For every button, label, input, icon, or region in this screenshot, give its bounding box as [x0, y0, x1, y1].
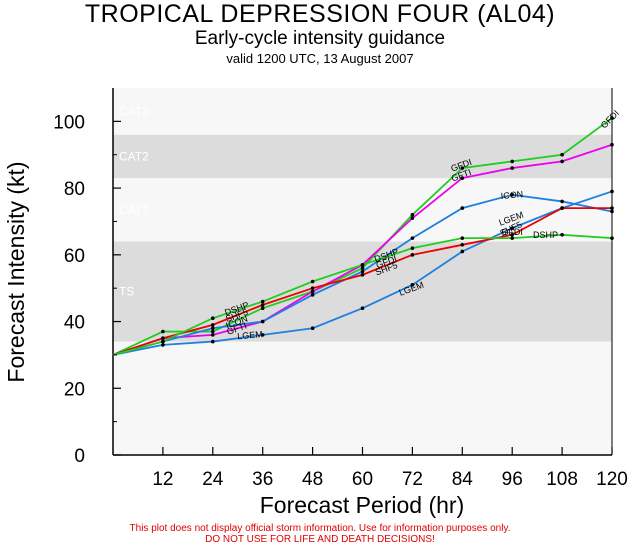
data-point-gfdi: [560, 152, 564, 157]
data-point-shf5: [161, 336, 165, 341]
data-point-gfdi: [260, 306, 265, 311]
y-axis-label: Forecast Intensity (kt): [3, 161, 29, 382]
x-tick-label: 48: [302, 469, 323, 490]
band-label-cat1: CAT1: [119, 203, 149, 217]
chart-subtitle: Early-cycle intensity guidance: [194, 28, 446, 49]
x-tick-label: 96: [502, 469, 523, 490]
valid-time: valid 1200 UTC, 13 August 2007: [226, 51, 414, 66]
data-point-shf5: [310, 286, 315, 290]
x-tick-label: 108: [546, 469, 578, 490]
x-tick-label: 24: [202, 469, 224, 490]
model-label: DSHP: [533, 230, 558, 240]
y-tick-label: 20: [64, 379, 85, 400]
disclaimer-line-1: This plot does not display official stor…: [129, 523, 511, 534]
data-point-icon: [510, 192, 514, 197]
data-point-dshp: [360, 263, 365, 267]
data-point-lgem: [410, 283, 415, 287]
data-point-shf5: [410, 253, 415, 257]
data-point-gfti: [610, 142, 614, 147]
intensity-band-cat2: [113, 134, 612, 179]
data-point-dshp: [560, 233, 564, 237]
x-axis-label: Forecast Period (hr): [260, 492, 465, 518]
data-point-lgem: [211, 339, 215, 344]
x-tick-label: 84: [452, 469, 474, 490]
y-tick-label: 80: [64, 179, 85, 200]
data-point-lgem: [360, 306, 365, 311]
data-point-gfti: [211, 333, 215, 337]
intensity-band-cat1: [113, 178, 612, 242]
data-point-shf5: [510, 233, 514, 237]
data-point-dshp: [610, 236, 614, 240]
data-point-gfdi: [211, 329, 215, 334]
x-tick-label: 36: [252, 469, 273, 490]
model-label: GFDI: [501, 227, 523, 237]
data-point-icon: [211, 326, 215, 331]
data-point-icon: [360, 269, 365, 274]
y-tick-label: 40: [64, 313, 85, 334]
data-point-gfti: [560, 159, 564, 164]
x-tick-label: 60: [352, 469, 373, 490]
data-point-lgem: [310, 326, 315, 331]
data-point-icon: [410, 236, 415, 240]
data-point-dshp: [410, 246, 415, 250]
data-point-gfdi: [510, 159, 514, 164]
data-point-dshp: [161, 339, 165, 344]
disclaimer-line-2: DO NOT USE FOR LIFE AND DEATH DECISIONS!: [205, 534, 435, 545]
data-point-shf5: [460, 243, 465, 247]
data-point-icon: [560, 199, 564, 204]
data-point-dshp: [260, 299, 265, 304]
data-point-shf5: [211, 323, 215, 327]
data-point-gfdi: [360, 266, 365, 270]
x-tick-label: 72: [402, 469, 423, 490]
data-point-gfdi: [610, 116, 614, 120]
data-point-gfdi: [161, 329, 165, 334]
data-point-gfti: [310, 289, 315, 294]
data-point-shf5: [360, 273, 365, 277]
data-point-gfti: [410, 216, 415, 220]
data-point-gfdi: [460, 166, 465, 170]
data-point-icon: [310, 293, 315, 297]
data-point-dshp: [310, 279, 315, 284]
x-tick-label: 12: [152, 469, 173, 490]
data-point-icon: [260, 319, 265, 324]
data-point-lgem: [260, 333, 265, 337]
model-label: ICON: [500, 189, 523, 201]
data-point-lgem: [610, 189, 614, 194]
data-point-gfti: [510, 166, 514, 170]
model-label: LGEM: [237, 329, 263, 341]
y-tick-label: 60: [64, 246, 85, 267]
intensity-band-ts: [113, 241, 612, 342]
data-point-dshp: [211, 316, 215, 321]
band-label-cat2: CAT2: [119, 149, 149, 163]
data-point-dshp: [460, 236, 465, 240]
x-tick-label: 120: [596, 469, 628, 490]
chart-title: TROPICAL DEPRESSION FOUR (AL04): [84, 0, 556, 28]
y-tick-label: 0: [74, 446, 85, 467]
band-label-ts: TS: [119, 285, 134, 299]
intensity-band-cat3: [113, 88, 612, 135]
band-label-cat3: CAT3: [119, 104, 149, 118]
data-point-gfti: [460, 176, 465, 180]
data-point-icon: [460, 206, 465, 210]
data-point-shf5: [610, 206, 614, 210]
data-point-gfdi: [410, 212, 415, 217]
data-point-lgem: [510, 226, 514, 230]
data-point-shf5: [260, 303, 265, 307]
data-point-shf5: [560, 206, 564, 210]
data-point-icon: [610, 209, 614, 214]
y-tick-label: 100: [53, 112, 85, 133]
data-point-dshp: [510, 236, 514, 240]
data-point-lgem: [161, 343, 165, 347]
data-point-lgem: [460, 249, 465, 254]
